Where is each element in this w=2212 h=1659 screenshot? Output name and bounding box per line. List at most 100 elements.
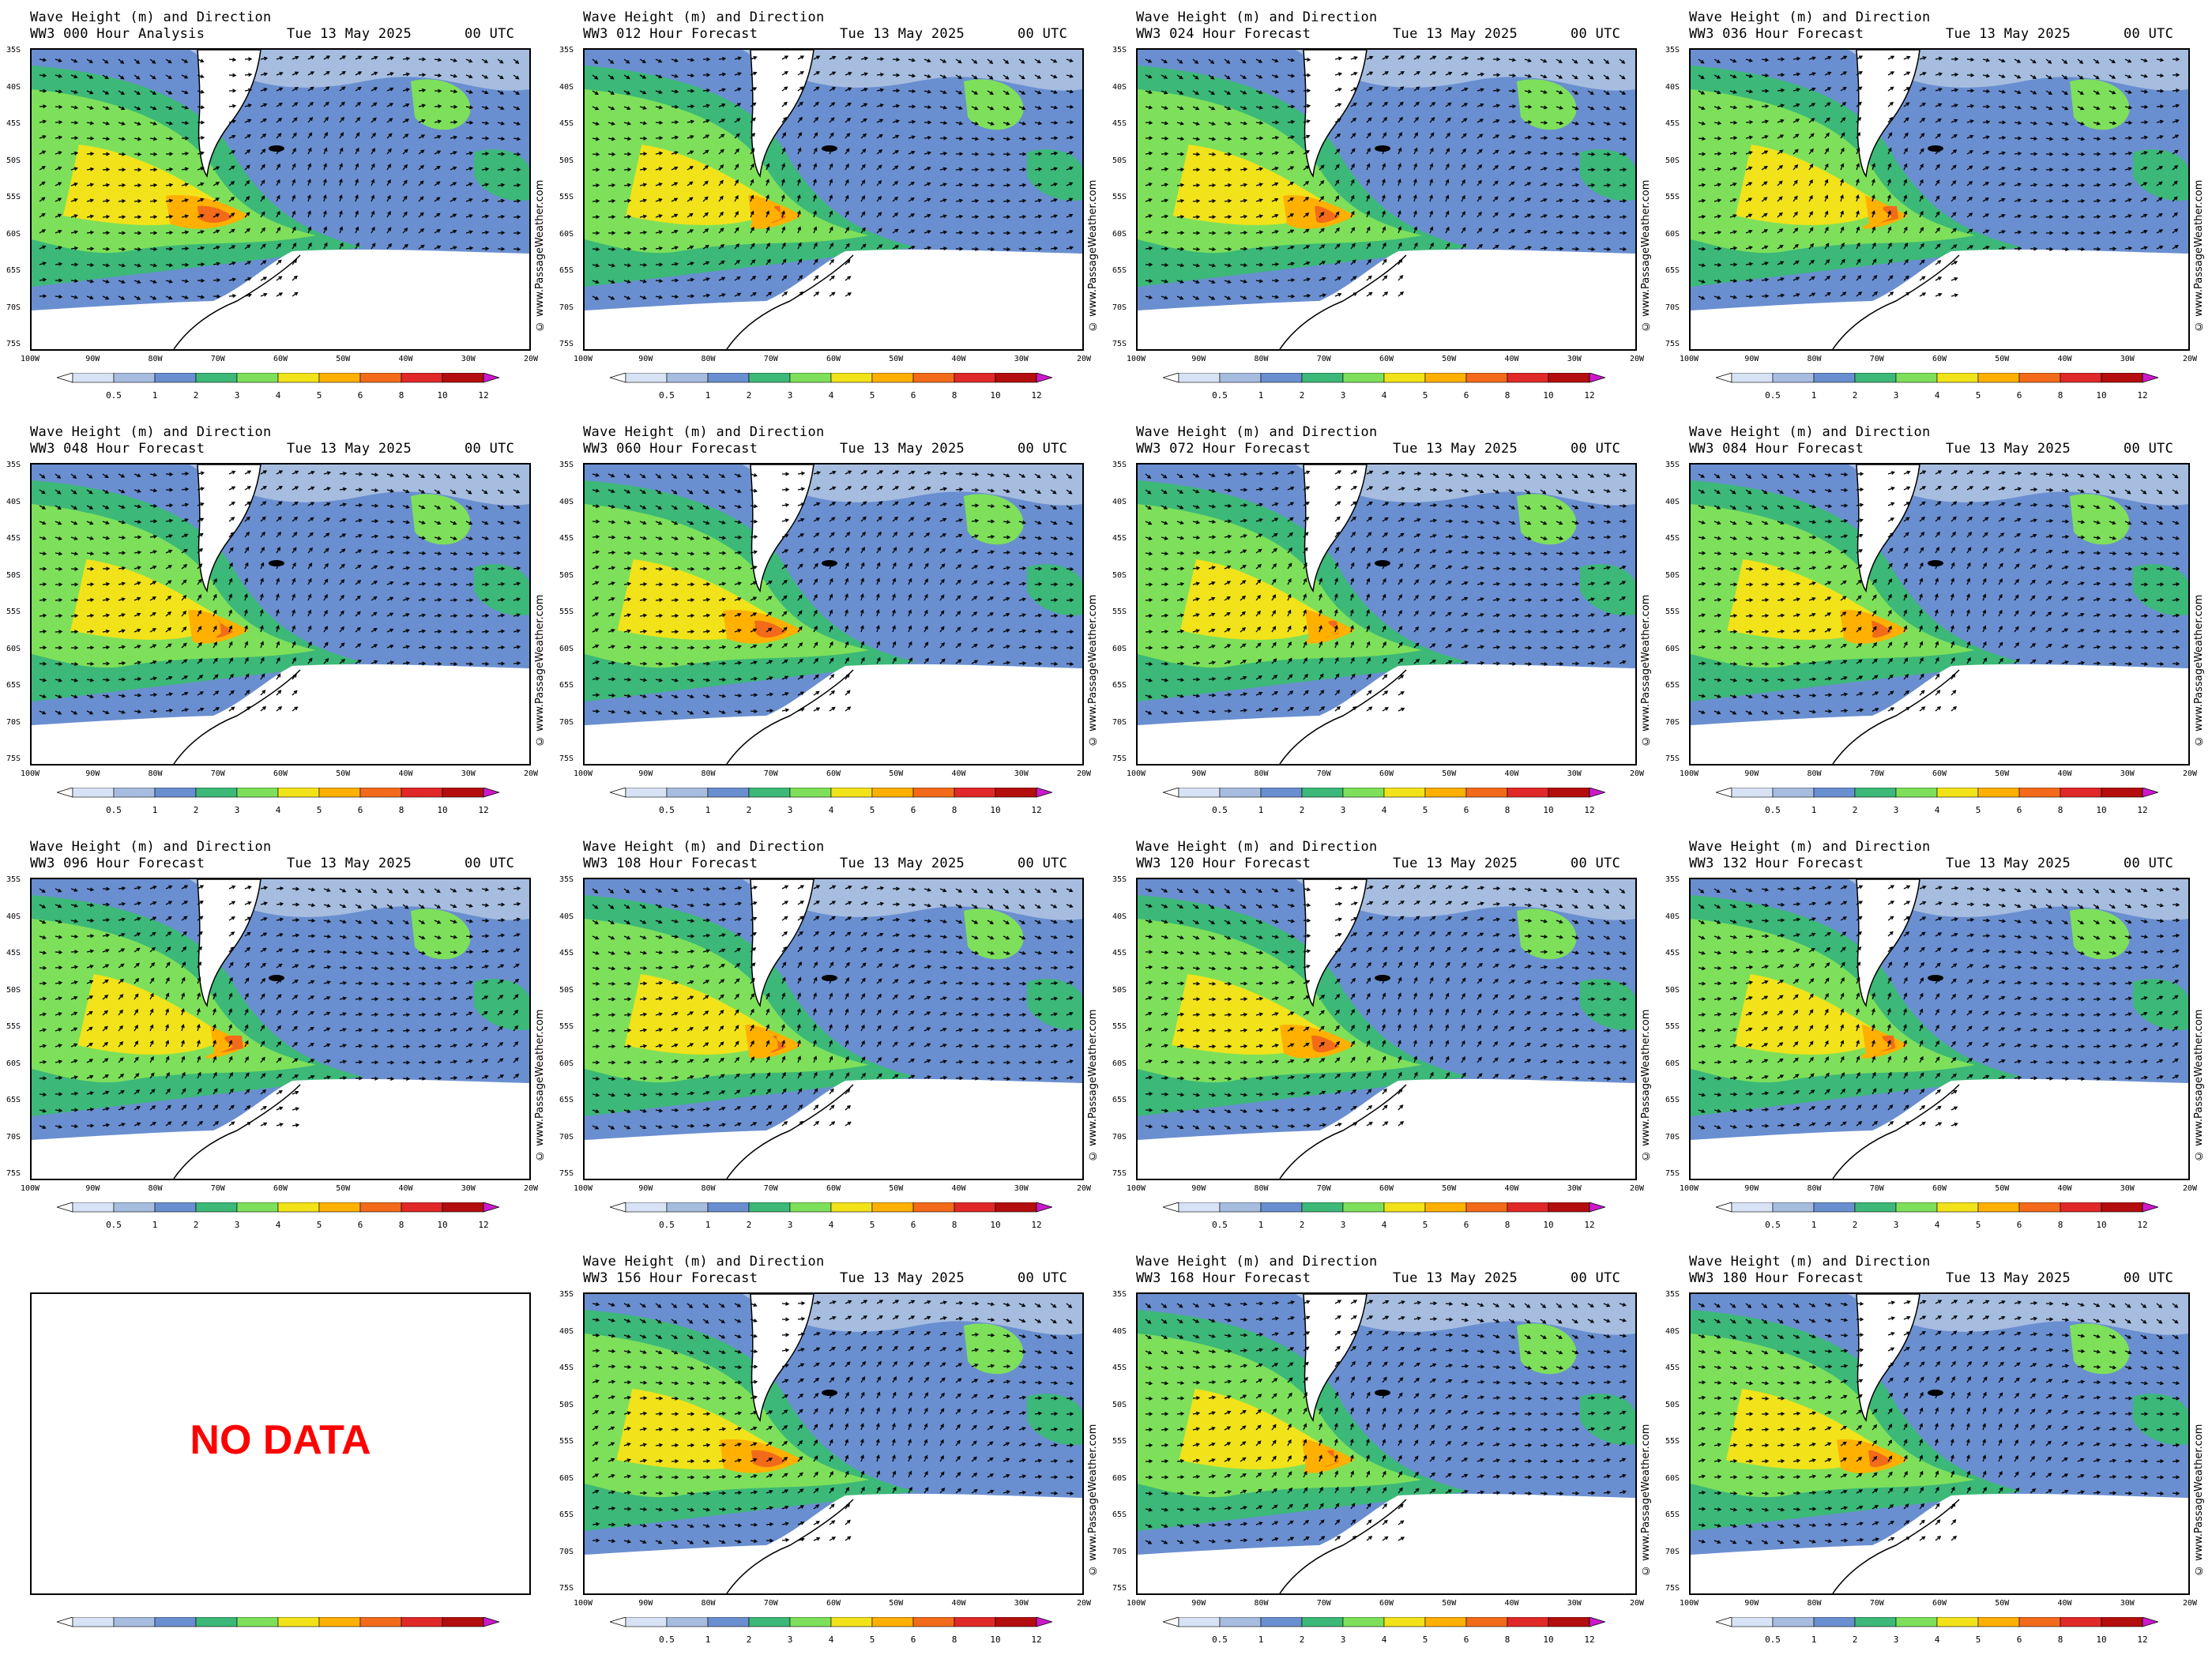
- direction-arrowhead: [1478, 243, 1484, 248]
- direction-arrowhead: [232, 73, 237, 77]
- direction-arrowhead: [1480, 88, 1485, 92]
- longitude-label: 40W: [1504, 355, 1519, 363]
- direction-arrowhead: [1243, 121, 1248, 126]
- direction-arrowhead: [766, 194, 769, 199]
- wave-direction-arrows: [592, 55, 1074, 300]
- direction-arrowhead: [1069, 73, 1074, 78]
- direction-arrowhead: [735, 148, 739, 152]
- direction-arrowhead: [1842, 86, 1847, 91]
- direction-arrowhead: [1827, 71, 1832, 76]
- direction-arrowhead: [1400, 291, 1405, 295]
- direction-arrowhead: [1211, 122, 1216, 126]
- direction-arrowhead: [1179, 280, 1184, 284]
- direction-arrowhead: [1478, 211, 1482, 216]
- direction-arrowhead: [2033, 121, 2038, 126]
- direction-arrowhead: [1623, 246, 1627, 251]
- direction-arrowhead: [1258, 74, 1263, 79]
- colorbar-swatch: [154, 788, 197, 798]
- direction-arrowhead: [1320, 228, 1325, 232]
- direction-arrowhead: [1462, 133, 1467, 137]
- direction-arrowhead: [1462, 179, 1465, 184]
- direction-arrowhead: [596, 152, 600, 156]
- direction-arrowhead: [2048, 59, 2052, 64]
- direction-arrowhead: [1607, 231, 1612, 235]
- direction-arrowhead: [292, 243, 297, 247]
- direction-arrowhead: [705, 277, 710, 281]
- direction-arrowhead: [122, 231, 126, 235]
- direction-arrowhead: [1969, 119, 1974, 124]
- colorbar-swatch: [72, 788, 115, 798]
- latitude-label: 55S: [6, 193, 21, 201]
- direction-arrowhead: [642, 167, 648, 171]
- direction-arrowhead: [1259, 246, 1264, 251]
- longitude-label: 20W: [1629, 355, 1645, 363]
- low-wave-area: [1296, 50, 1635, 91]
- direction-arrowhead: [1195, 122, 1200, 126]
- direction-arrowhead: [500, 182, 506, 187]
- direction-arrowhead: [927, 151, 932, 156]
- colorbar-end: [1716, 373, 1732, 383]
- direction-arrowhead: [1212, 199, 1217, 203]
- direction-arrowhead: [1606, 106, 1611, 111]
- direction-arrowhead: [389, 103, 394, 107]
- direction-arrowhead: [1069, 182, 1074, 186]
- direction-arrowhead: [735, 179, 739, 184]
- latitude-label: 40S: [1665, 82, 1680, 92]
- direction-arrowhead: [1021, 91, 1026, 95]
- direction-arrowhead: [1195, 137, 1201, 141]
- direction-arrowhead: [74, 279, 79, 284]
- direction-arrowhead: [184, 198, 189, 203]
- direction-arrowhead: [1622, 106, 1627, 111]
- direction-arrowhead: [1258, 151, 1264, 156]
- direction-arrowhead: [1290, 246, 1295, 250]
- colorbar-swatch: [1548, 373, 1590, 383]
- direction-arrowhead: [1589, 60, 1594, 64]
- direction-arrowhead: [1212, 183, 1217, 188]
- direction-arrowhead: [1413, 163, 1417, 167]
- direction-arrowhead: [1258, 198, 1263, 202]
- direction-arrowhead: [1399, 116, 1403, 121]
- direction-arrowhead: [596, 183, 600, 188]
- direction-arrowhead: [2048, 121, 2053, 126]
- direction-arrowhead: [231, 134, 236, 139]
- colorbar-end: [610, 373, 626, 383]
- direction-arrowhead: [927, 120, 932, 125]
- direction-arrowhead: [121, 263, 126, 268]
- direction-arrowhead: [1574, 59, 1578, 64]
- direction-arrowhead: [246, 164, 250, 169]
- direction-arrowhead: [1196, 246, 1201, 251]
- direction-arrowhead: [1210, 60, 1215, 64]
- direction-arrowhead: [1005, 91, 1010, 95]
- latitude-label: 65S: [1665, 266, 1680, 275]
- wave-direction-arrows: [1698, 55, 2180, 300]
- direction-arrowhead: [323, 210, 327, 215]
- direction-arrowhead: [73, 214, 78, 218]
- direction-arrowhead: [911, 58, 916, 62]
- direction-arrowhead: [752, 102, 757, 107]
- direction-arrowhead: [1006, 231, 1011, 235]
- colorbar-swatch: [789, 373, 832, 383]
- direction-arrowhead: [847, 276, 852, 280]
- direction-arrowhead: [2127, 90, 2132, 94]
- direction-arrowhead: [73, 230, 79, 235]
- colorbar-swatch: [954, 373, 996, 383]
- direction-arrowhead: [152, 280, 157, 284]
- low-wave-area: [1849, 50, 2188, 91]
- latitude-label: 40S: [1112, 82, 1127, 92]
- direction-arrowhead: [658, 230, 664, 235]
- direction-arrowhead: [1382, 163, 1386, 167]
- direction-arrowhead: [372, 117, 377, 122]
- direction-arrowhead: [848, 56, 852, 60]
- direction-arrowhead: [231, 197, 235, 201]
- direction-arrowhead: [216, 278, 221, 283]
- direction-arrowhead: [1543, 198, 1548, 202]
- direction-arrowhead: [389, 87, 394, 92]
- direction-arrowhead: [516, 137, 521, 141]
- direction-arrowhead: [168, 198, 174, 203]
- direction-arrowhead: [89, 121, 95, 126]
- longitude-label: 100W: [20, 355, 40, 363]
- direction-arrowhead: [341, 71, 346, 75]
- direction-arrowhead: [689, 229, 694, 233]
- colorbar-tick: 5: [869, 390, 875, 401]
- direction-arrowhead: [294, 87, 299, 91]
